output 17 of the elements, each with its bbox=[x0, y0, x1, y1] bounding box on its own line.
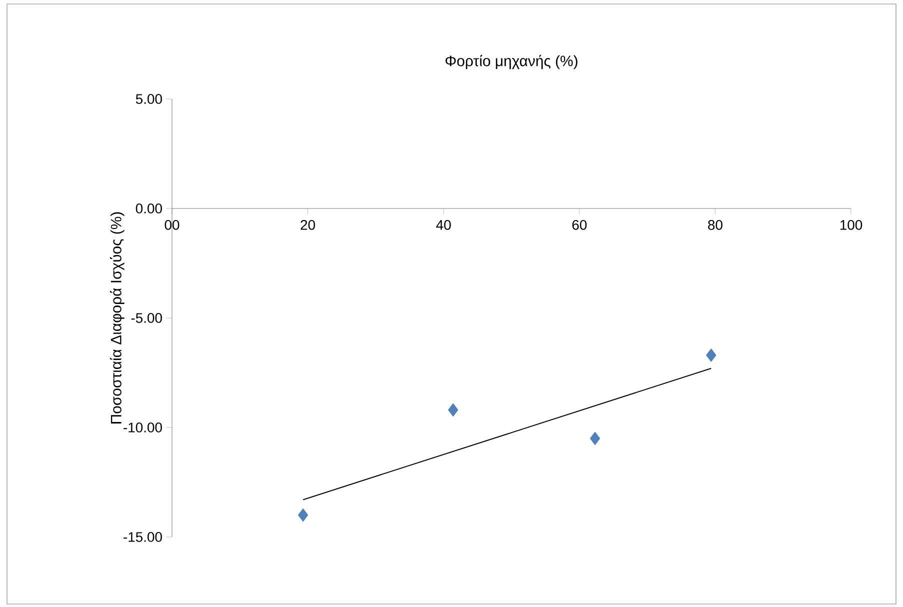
x-tick-label: 20 bbox=[300, 220, 316, 230]
y-tick-label: -5.00 bbox=[131, 313, 162, 323]
y-tick-label: -15.00 bbox=[124, 532, 162, 542]
point bbox=[590, 432, 600, 445]
y-tick-label: 5.00 bbox=[136, 94, 162, 104]
x-tick-label: 80 bbox=[708, 220, 722, 230]
x-tick-label: 100 bbox=[840, 220, 862, 230]
point bbox=[448, 403, 458, 416]
point bbox=[298, 508, 308, 522]
y-tick-label: 0.00 bbox=[136, 204, 162, 214]
x-tick-label: 40 bbox=[436, 220, 451, 230]
x-axis-title: Φορτίο μηχανής (%) bbox=[446, 54, 578, 70]
y-axis-title: Ποσοστιαία Διαφορά Ισχύος (%) bbox=[110, 212, 124, 424]
point bbox=[706, 348, 716, 362]
x-tick-label: 60 bbox=[572, 220, 587, 230]
x-tick-label: 00 bbox=[164, 220, 180, 230]
y-tick-label: -10.00 bbox=[124, 422, 162, 432]
